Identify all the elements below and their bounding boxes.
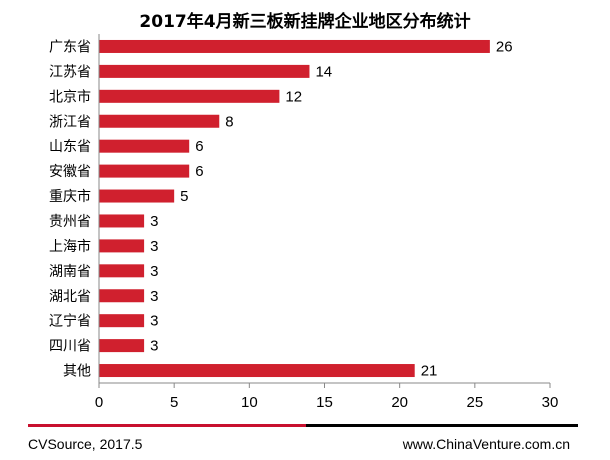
- bar: [99, 139, 190, 153]
- data-label: 3: [150, 238, 158, 255]
- category-label: 贵州省: [49, 214, 91, 230]
- x-axis: 0 5 10 15 20 25 30: [95, 34, 559, 411]
- data-label: 14: [315, 63, 332, 80]
- bar: [99, 164, 190, 178]
- data-label: 21: [421, 363, 438, 380]
- bar-chart: 2017年4月新三板新挂牌企业地区分布统计 广东省 26 江苏省 14 北京市 12 浙江省…: [49, 11, 559, 411]
- bar: [99, 239, 145, 253]
- category-label: 浙江省: [49, 114, 91, 130]
- data-label: 3: [150, 263, 158, 280]
- bar: [99, 189, 175, 203]
- data-label: 8: [225, 113, 233, 130]
- category-label: 安徽省: [49, 164, 91, 180]
- footer-divider-black: [306, 424, 578, 427]
- data-label: 26: [496, 38, 513, 55]
- data-label: 12: [285, 88, 302, 105]
- x-tick-label: 10: [241, 394, 258, 411]
- bar: [99, 89, 280, 103]
- category-label: 重庆市: [49, 188, 91, 205]
- category-label: 四川省: [49, 339, 91, 355]
- bar: [99, 314, 145, 328]
- bar: [99, 39, 490, 53]
- bar: [99, 289, 145, 303]
- category-label: 其他: [63, 364, 91, 380]
- footer-divider-red: [28, 424, 306, 427]
- x-tick-label: 30: [542, 394, 559, 411]
- data-label: 6: [195, 138, 203, 155]
- bar: [99, 214, 145, 228]
- category-label: 北京市: [49, 88, 91, 105]
- bar: [99, 364, 415, 378]
- data-label: 3: [150, 313, 158, 330]
- category-label: 江苏省: [49, 64, 91, 80]
- source-label: CVSource, 2017.5: [28, 436, 143, 452]
- website-label: www.ChinaVenture.com.cn: [402, 436, 570, 452]
- x-tick-label: 0: [95, 394, 103, 411]
- bar: [99, 264, 145, 278]
- bar: [99, 114, 220, 128]
- x-tick-label: 15: [316, 394, 333, 411]
- x-tick-label: 20: [391, 394, 408, 411]
- data-label: 3: [150, 288, 158, 305]
- category-label: 广东省: [49, 39, 91, 55]
- data-label: 3: [150, 338, 158, 355]
- category-label: 辽宁省: [49, 313, 91, 330]
- category-label: 湖南省: [49, 264, 91, 280]
- bars-layer: 广东省 26 江苏省 14 北京市 12 浙江省 8 山东省 6 安徽省 6 重庆市 5 贵州省 3 上海市 3 湖…: [49, 38, 513, 379]
- x-tick-label: 5: [170, 394, 178, 411]
- category-label: 山东省: [49, 139, 91, 155]
- data-label: 5: [180, 188, 188, 205]
- chart-title: 2017年4月新三板新挂牌企业地区分布统计: [139, 11, 470, 32]
- data-label: 6: [195, 163, 203, 180]
- bar: [99, 64, 310, 78]
- category-label: 上海市: [49, 238, 91, 255]
- category-label: 湖北省: [49, 289, 91, 305]
- bar: [99, 339, 145, 353]
- x-tick-label: 25: [466, 394, 483, 411]
- data-label: 3: [150, 213, 158, 230]
